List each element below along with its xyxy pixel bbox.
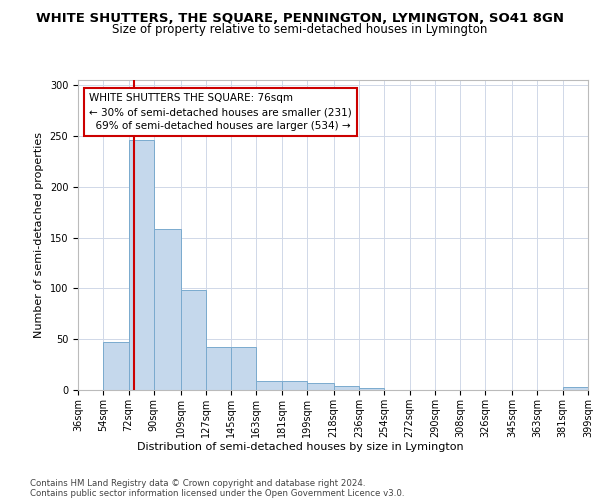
- Bar: [359, 388, 384, 390]
- Text: Contains HM Land Registry data © Crown copyright and database right 2024.: Contains HM Land Registry data © Crown c…: [30, 479, 365, 488]
- Text: Distribution of semi-detached houses by size in Lymington: Distribution of semi-detached houses by …: [137, 442, 463, 452]
- Bar: [181, 290, 206, 390]
- Text: Size of property relative to semi-detached houses in Lymington: Size of property relative to semi-detach…: [112, 22, 488, 36]
- Bar: [206, 348, 231, 390]
- Bar: [154, 230, 181, 390]
- Bar: [256, 381, 282, 390]
- Bar: [231, 348, 256, 390]
- Bar: [103, 342, 128, 390]
- Bar: [334, 386, 359, 390]
- Text: WHITE SHUTTERS THE SQUARE: 76sqm
← 30% of semi-detached houses are smaller (231): WHITE SHUTTERS THE SQUARE: 76sqm ← 30% o…: [89, 93, 352, 131]
- Bar: [307, 383, 334, 390]
- Bar: [128, 140, 154, 390]
- Text: WHITE SHUTTERS, THE SQUARE, PENNINGTON, LYMINGTON, SO41 8GN: WHITE SHUTTERS, THE SQUARE, PENNINGTON, …: [36, 12, 564, 26]
- Y-axis label: Number of semi-detached properties: Number of semi-detached properties: [34, 132, 44, 338]
- Bar: [563, 387, 588, 390]
- Text: Contains public sector information licensed under the Open Government Licence v3: Contains public sector information licen…: [30, 489, 404, 498]
- Bar: [282, 381, 307, 390]
